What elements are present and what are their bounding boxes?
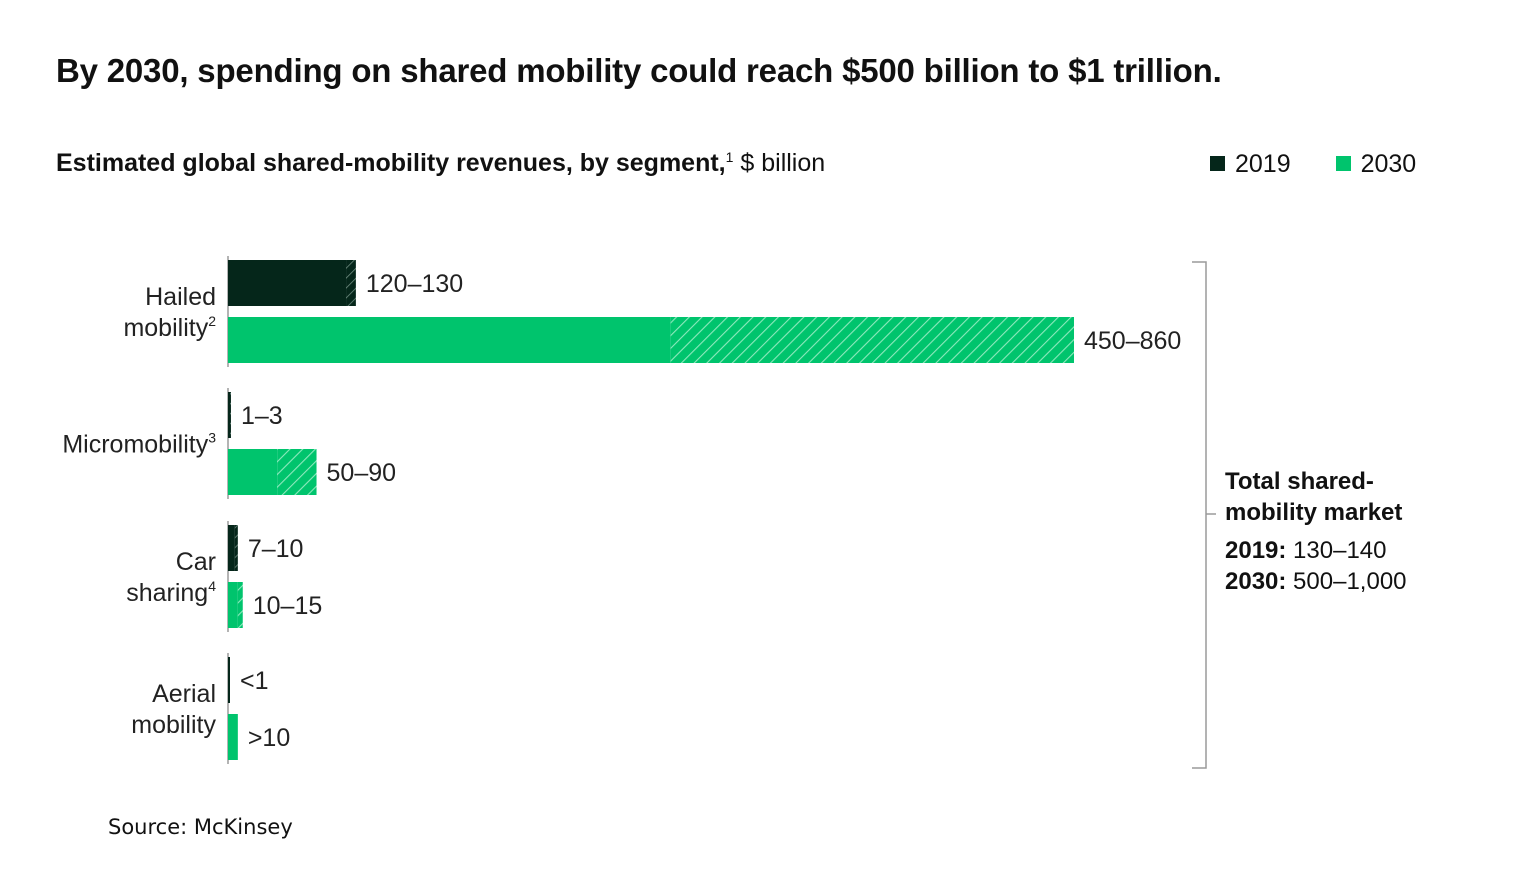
bar-2030-2: [228, 582, 238, 628]
bar-range-2019-0: [346, 260, 356, 306]
category-label-2-0: Car: [176, 548, 216, 576]
bar-2030-1: [228, 449, 278, 495]
bars-layer: 120–130450–860Hailedmobility21–350–90Mic…: [62, 256, 1216, 769]
total-row-2019: 2019: 130–140: [1225, 535, 1435, 566]
bar-2030-3: [228, 714, 238, 760]
data-label-2019-3: <1: [240, 667, 269, 695]
data-label-2019-2: 7–10: [248, 535, 304, 563]
category-label-3-1: mobility: [131, 711, 216, 739]
category-footnote-2: 4: [208, 578, 216, 594]
bar-range-2019-1: [230, 392, 231, 438]
data-label-2030-0: 450–860: [1084, 327, 1181, 355]
subtitle-text: Estimated global shared-mobility revenue…: [56, 149, 726, 177]
bar-2019-2: [228, 525, 235, 571]
category-label-3-0: Aerial: [152, 680, 216, 708]
bar-range-2030-1: [277, 449, 317, 495]
legend-label-2019: 2019: [1235, 150, 1291, 178]
subtitle-unit: $ billion: [733, 149, 826, 177]
legend-label-2030: 2030: [1360, 150, 1417, 178]
bar-range-2030-0: [670, 317, 1074, 363]
bar-range-2030-2: [237, 582, 243, 628]
total-market-box: Total shared-mobility market 2019: 130–1…: [1225, 466, 1435, 597]
legend: 2019 2030: [1210, 150, 1416, 179]
category-footnote-0: 2: [208, 313, 216, 329]
data-label-2019-0: 120–130: [366, 270, 463, 298]
data-label-2019-1: 1–3: [241, 402, 283, 430]
bar-range-2019-2: [234, 525, 238, 571]
category-label-0-0: Hailed: [145, 283, 216, 311]
total-value-2019: 130–140: [1286, 537, 1387, 564]
legend-item-2030: 2030: [1335, 150, 1417, 179]
category-footnote-1: 3: [208, 430, 216, 446]
bar-2019-0: [228, 260, 347, 306]
chart-title: By 2030, spending on shared mobility cou…: [56, 52, 1222, 89]
total-value-2030: 500–1,000: [1286, 568, 1407, 595]
chart-subtitle: Estimated global shared-mobility revenue…: [56, 149, 825, 178]
data-label-2030-1: 50–90: [327, 459, 397, 487]
bar-2019-3: [228, 657, 230, 703]
subtitle-footnote: 1: [725, 149, 734, 165]
category-label-1-0: Micromobility3: [62, 430, 216, 459]
total-year-2019: 2019:: [1225, 537, 1287, 564]
data-label-2030-3: >10: [248, 724, 290, 752]
legend-item-2019: 2019: [1210, 150, 1291, 179]
total-row-2030: 2030: 500–1,000: [1225, 566, 1435, 597]
category-label-0-1: mobility2: [123, 313, 216, 342]
total-bracket: [1192, 261, 1207, 769]
category-label-2-1: sharing4: [126, 578, 216, 607]
bar-2030-0: [228, 317, 671, 363]
total-market-heading: Total shared-mobility market: [1225, 468, 1403, 526]
total-year-2030: 2030:: [1225, 568, 1287, 595]
legend-swatch-2019: [1210, 156, 1225, 171]
bar-2019-1: [228, 392, 230, 438]
data-label-2030-2: 10–15: [253, 592, 323, 620]
source-note: Source: McKinsey: [108, 815, 293, 839]
legend-swatch-2030: [1335, 156, 1351, 171]
